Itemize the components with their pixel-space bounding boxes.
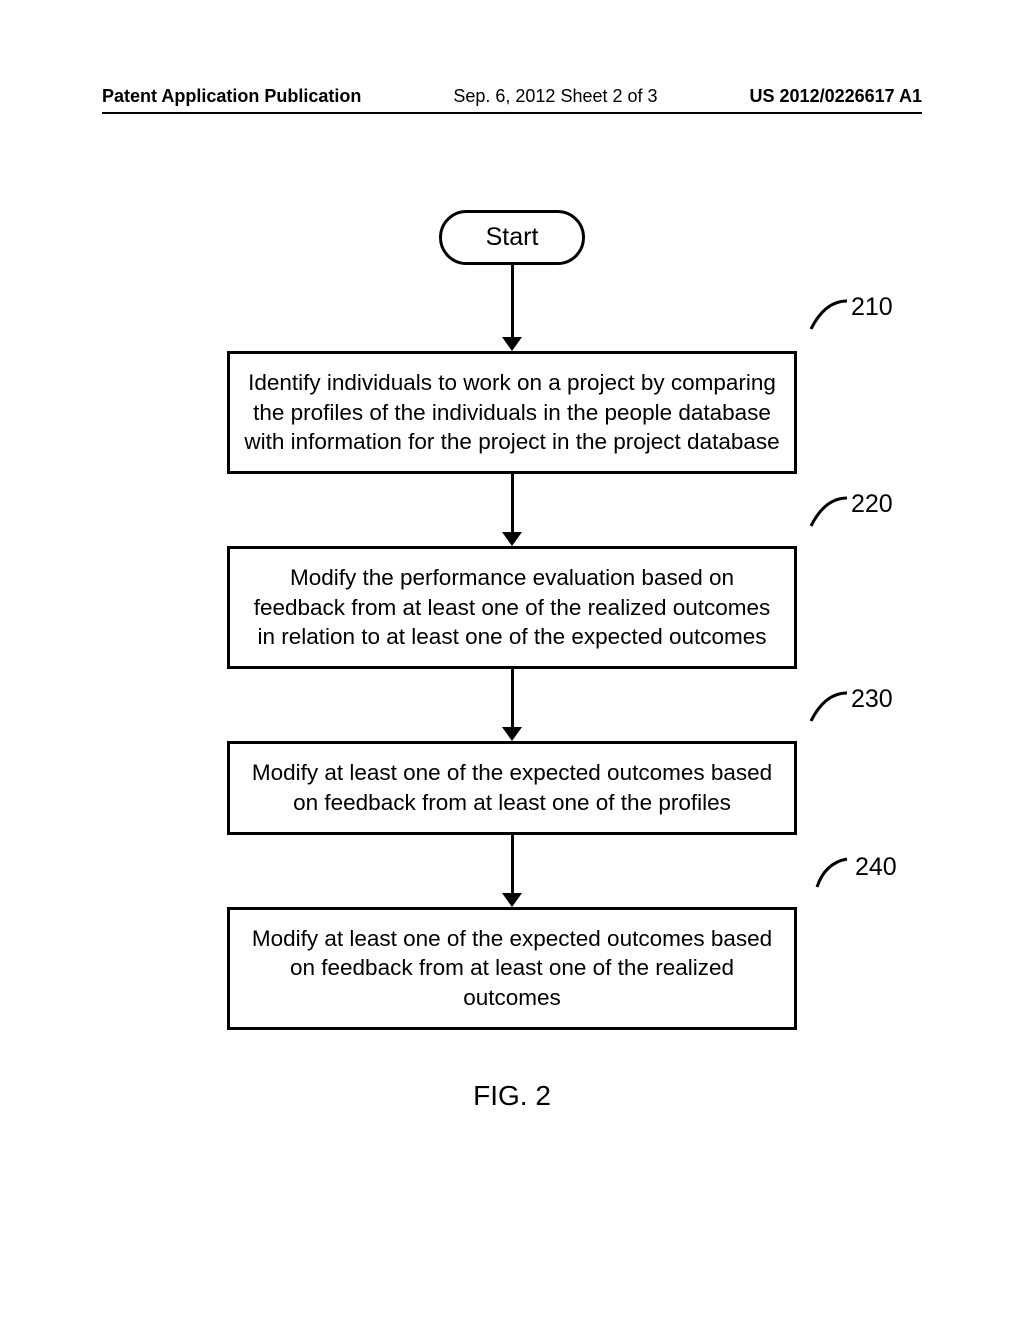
step-box: Modify at least one of the expected outc… [227,907,797,1030]
step-box: Identify individuals to work on a projec… [227,351,797,474]
connector: 240 [227,835,797,907]
figure-caption: FIG. 2 [473,1080,551,1112]
connector: 230 [227,669,797,741]
connector: 210 [227,265,797,351]
page-header: Patent Application Publication Sep. 6, 2… [0,86,1024,107]
step-ref: 210 [807,299,849,331]
step-ref: 230 [807,691,849,723]
step-ref: 220 [807,496,849,528]
connector: 220 [227,474,797,546]
step-box: Modify the performance evaluation based … [227,546,797,669]
header-right: US 2012/0226617 A1 [750,86,922,107]
header-rule [102,112,922,114]
flowchart: Start 210 Identify individuals to work o… [227,210,797,1030]
step-box: Modify at least one of the expected outc… [227,741,797,834]
start-terminator: Start [439,210,586,265]
header-mid: Sep. 6, 2012 Sheet 2 of 3 [453,86,657,107]
step-ref: 240 [811,857,853,889]
header-left: Patent Application Publication [102,86,361,107]
page: Patent Application Publication Sep. 6, 2… [0,0,1024,1320]
